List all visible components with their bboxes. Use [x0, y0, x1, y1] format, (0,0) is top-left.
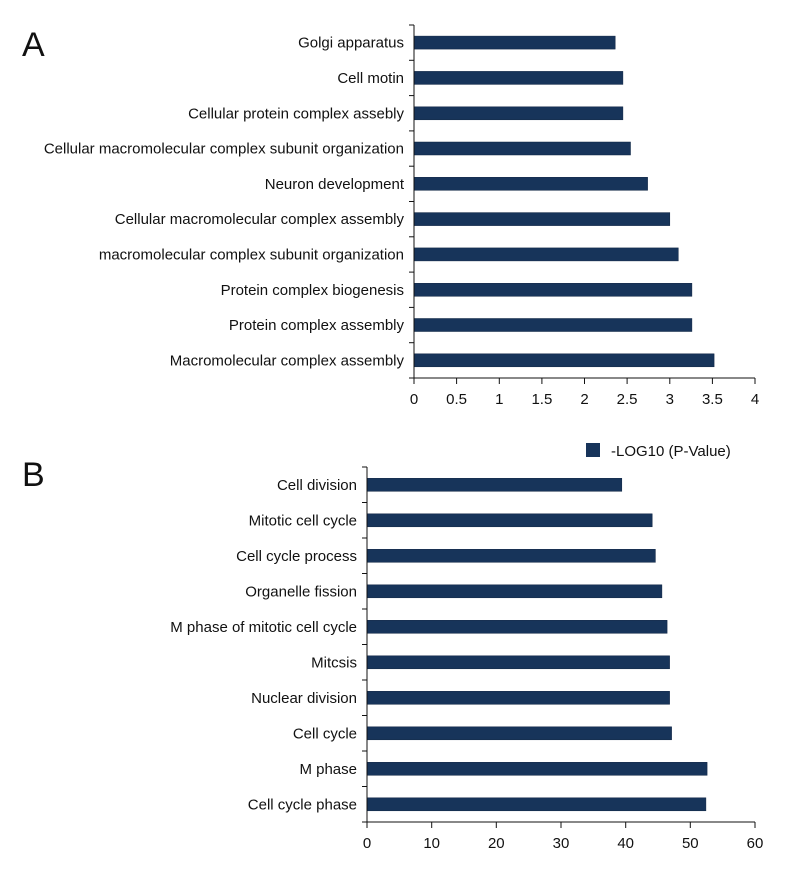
- x-tick-label-a-5: 2: [580, 391, 588, 408]
- bar-b-1: [366, 478, 623, 492]
- category-label-b-2: Mitotic cell cycle: [249, 512, 357, 529]
- category-label-b-10: Cell cycle phase: [248, 796, 357, 813]
- category-label-a-2: Cell motin: [337, 70, 404, 87]
- category-label-b-9: M phase: [299, 761, 357, 778]
- category-label-a-7: macromolecular complex subunit organizat…: [99, 246, 404, 263]
- bar-a-6: [413, 212, 671, 226]
- panel-letter-a: A: [22, 26, 45, 64]
- legend-swatch: [586, 443, 600, 457]
- x-tick-label-b-7: 60: [747, 835, 764, 852]
- chart-panel-a: Golgi apparatus Cell motin Cellular protei…: [44, 24, 759, 408]
- x-tick-label-a-3: 1: [495, 391, 503, 408]
- x-tick-label-a-1: 0: [410, 391, 418, 408]
- bar-b-5: [366, 620, 668, 634]
- bar-b-6: [366, 655, 670, 670]
- chart-panel-b: Cell division Mitotic cell cycle Cell cycl…: [170, 466, 764, 852]
- category-label-b-5: M phase of mitotic cell cycle: [170, 619, 357, 636]
- x-tick-label-a-7: 3: [666, 391, 674, 408]
- bar-b-4: [366, 584, 663, 599]
- x-tick-label-a-4: 1.5: [531, 391, 552, 408]
- legend-label: -LOG10 (P-Value): [611, 443, 731, 460]
- bar-b-9: [366, 762, 708, 776]
- category-label-a-10: Macromolecular complex assembly: [170, 352, 405, 369]
- x-tick-label-a-8: 3.5: [702, 391, 723, 408]
- category-label-a-6: Cellular macromolecular complex assembly: [115, 211, 405, 228]
- bar-a-3: [413, 106, 624, 121]
- category-label-b-4: Organelle fission: [245, 583, 357, 600]
- category-label-a-1: Golgi apparatus: [298, 35, 404, 52]
- category-label-a-8: Protein complex biogenesis: [221, 282, 404, 299]
- category-label-b-8: Cell cycle: [293, 725, 357, 742]
- category-label-b-1: Cell division: [277, 477, 357, 494]
- x-tick-label-a-6: 2.5: [617, 391, 638, 408]
- chart-legend: -LOG10 (P-Value): [586, 443, 731, 460]
- bar-a-10: [413, 353, 715, 368]
- bar-b-8: [366, 726, 672, 741]
- category-label-a-5: Neuron development: [265, 176, 405, 193]
- category-label-b-7: Nuclear division: [251, 690, 357, 707]
- bar-b-7: [366, 691, 670, 705]
- bar-a-1: [413, 35, 616, 50]
- bar-b-10: [366, 797, 707, 812]
- category-label-a-9: Protein complex assembly: [229, 317, 405, 334]
- bar-b-2: [366, 513, 653, 528]
- x-tick-label-a-2: 0.5: [446, 391, 467, 408]
- x-tick-label-b-6: 50: [682, 835, 699, 852]
- bar-b-3: [366, 549, 656, 563]
- category-label-b-6: Mitcsis: [311, 654, 357, 671]
- panel-letter-b: B: [22, 456, 45, 494]
- category-label-b-3: Cell cycle process: [236, 548, 357, 565]
- bar-a-9: [413, 318, 693, 332]
- bar-a-5: [413, 177, 648, 191]
- x-tick-label-b-5: 40: [617, 835, 634, 852]
- x-tick-label-b-3: 20: [488, 835, 505, 852]
- x-tick-label-b-4: 30: [553, 835, 570, 852]
- bar-a-4: [413, 141, 631, 156]
- category-label-a-4: Cellular macromolecular complex subunit …: [44, 141, 404, 158]
- x-tick-label-b-1: 0: [363, 835, 371, 852]
- x-tick-label-a-9: 4: [751, 391, 759, 408]
- bar-a-2: [413, 71, 624, 85]
- bar-a-8: [413, 283, 693, 297]
- bar-a-7: [413, 247, 679, 262]
- category-label-a-3: Cellular protein complex assebly: [188, 105, 404, 122]
- x-tick-label-b-2: 10: [423, 835, 440, 852]
